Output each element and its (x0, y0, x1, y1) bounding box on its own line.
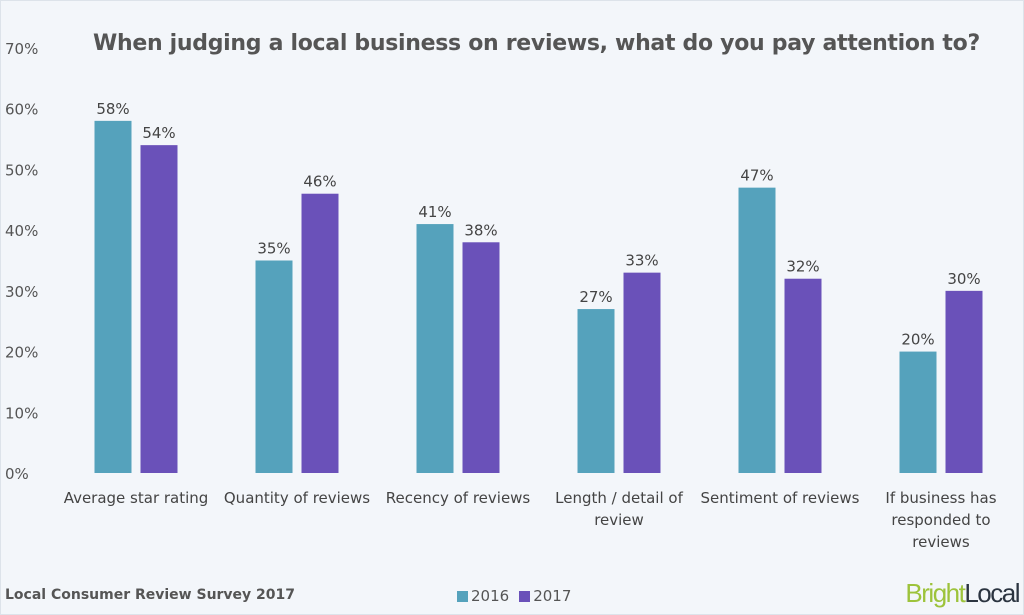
bar-2016 (94, 120, 132, 473)
logo-part-bright: Bright (905, 578, 965, 608)
data-label-2017: 32% (786, 258, 819, 276)
legend-item-2016: 2016 (457, 587, 509, 605)
y-tick-label: 30% (5, 283, 38, 301)
data-label-2016: 58% (96, 100, 129, 118)
bar-2017 (623, 272, 661, 473)
bar-2016 (255, 260, 293, 473)
data-label-2016: 27% (579, 288, 612, 306)
x-category-label: Average star rating (64, 489, 209, 507)
source-label: Local Consumer Review Survey 2017 (5, 587, 296, 603)
y-tick-label: 60% (5, 101, 38, 119)
data-label-2016: 47% (740, 167, 773, 185)
y-tick-label: 0% (5, 465, 29, 483)
bar-2017 (784, 278, 822, 473)
x-category-label: If business has responded to reviews (885, 489, 996, 551)
bar-2016 (577, 309, 615, 473)
legend-swatch-2016 (457, 590, 468, 602)
data-label-2016: 20% (901, 331, 934, 349)
bar-2017 (301, 193, 339, 473)
data-label-2017: 54% (142, 124, 175, 142)
data-label-2016: 41% (418, 203, 451, 221)
data-label-2016: 35% (257, 240, 290, 258)
legend-swatch-2017 (519, 590, 531, 602)
legend-label-2016: 2016 (471, 587, 510, 605)
bar-2017 (140, 145, 178, 473)
y-tick-label: 20% (5, 344, 38, 362)
x-category-label: Quantity of reviews (224, 489, 370, 507)
bar-2016 (416, 224, 454, 473)
y-tick-label: 40% (5, 222, 38, 240)
bar-2017 (945, 290, 983, 473)
y-tick-label: 50% (5, 161, 38, 179)
legend-label-2017: 2017 (533, 587, 572, 605)
legend-item-2017: 2017 (519, 587, 571, 605)
data-label-2017: 46% (303, 173, 336, 191)
y-tick-label: 10% (5, 404, 38, 422)
data-label-2017: 33% (625, 252, 658, 270)
y-tick-label: 70% (5, 40, 38, 58)
bar-2017 (462, 242, 500, 473)
x-category-label: Sentiment of reviews (701, 489, 860, 507)
data-label-2017: 30% (947, 270, 980, 288)
legend: 2016 2017 (457, 587, 571, 605)
x-category-label: Recency of reviews (386, 489, 531, 507)
x-category-label: Length / detail of review (555, 489, 683, 529)
brightlocal-logo: BrightLocal (905, 578, 1020, 609)
chart-title: When judging a local business on reviews… (93, 31, 980, 56)
bar-2016 (899, 351, 937, 473)
data-label-2017: 38% (464, 221, 497, 239)
logo-part-local: Local (964, 578, 1020, 608)
bar-2016 (738, 187, 776, 473)
